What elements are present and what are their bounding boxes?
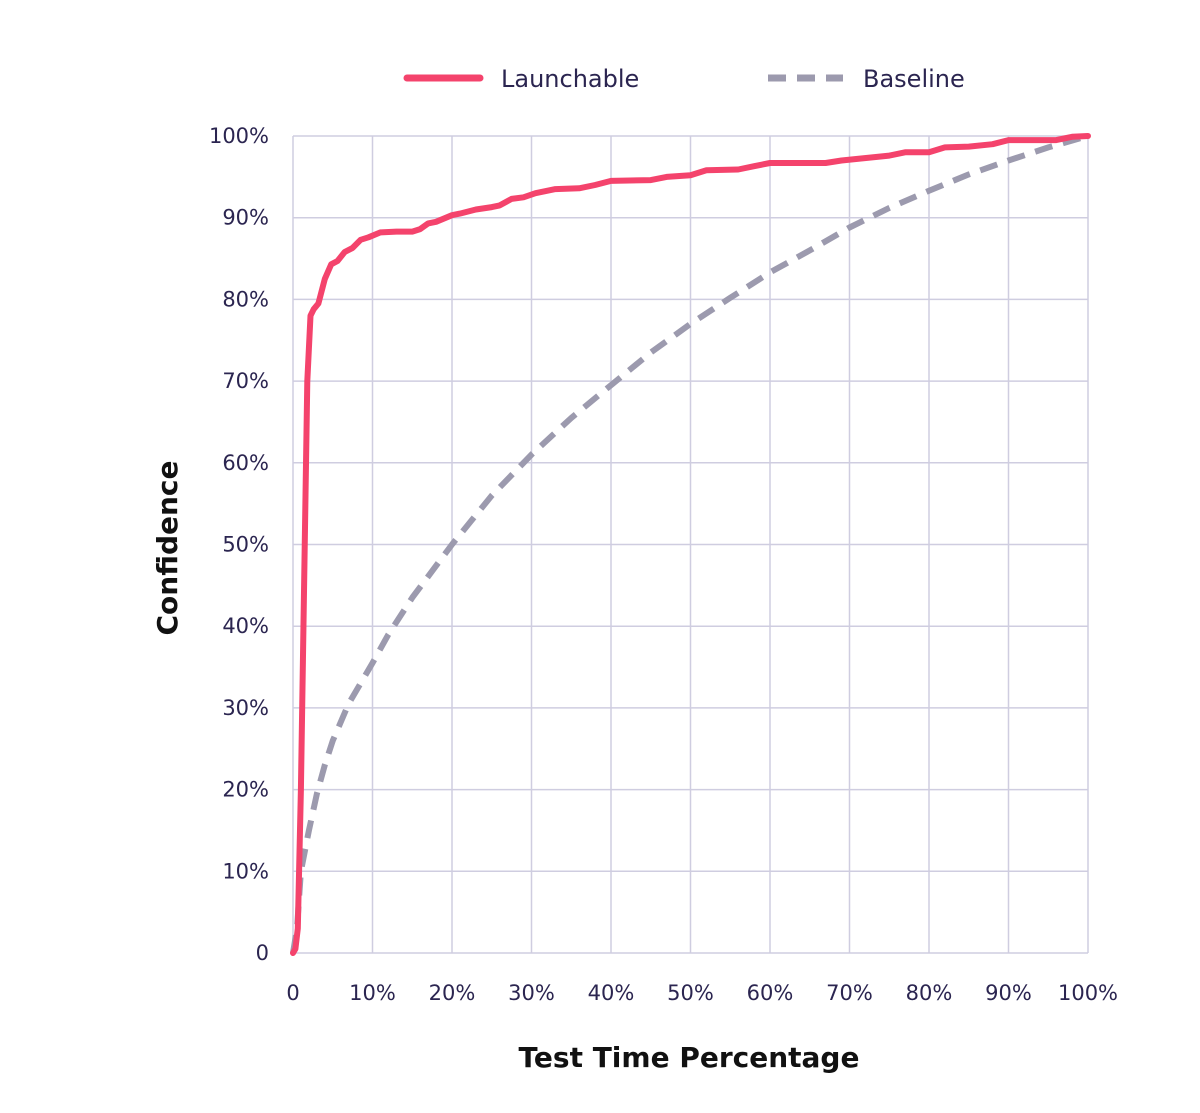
legend-label-baseline: Baseline (863, 65, 965, 93)
y-tick-label: 80% (222, 287, 269, 311)
y-tick-label: 60% (222, 451, 269, 475)
y-tick-label: 70% (222, 369, 269, 393)
y-axis-ticks: 0 10% 20% 30% 40% 50% 60% 70% 80% 90% 100% (209, 124, 269, 965)
x-tick-label: 90% (985, 981, 1032, 1005)
x-tick-label: 20% (429, 981, 476, 1005)
series-line-baseline (290, 133, 1089, 954)
y-tick-label: 90% (222, 206, 269, 230)
x-tick-label: 40% (588, 981, 635, 1005)
x-tick-label: 60% (747, 981, 794, 1005)
x-tick-label: 70% (826, 981, 873, 1005)
x-tick-label: 10% (349, 981, 396, 1005)
x-tick-label: 100% (1058, 981, 1118, 1005)
x-tick-label: 30% (508, 981, 555, 1005)
legend-label-launchable: Launchable (501, 65, 639, 93)
series-line-launchable (290, 133, 1091, 956)
y-tick-label: 30% (222, 696, 269, 720)
y-tick-label: 50% (222, 533, 269, 557)
y-tick-label: 10% (222, 859, 269, 883)
legend: Launchable Baseline (403, 65, 965, 93)
y-tick-label: 0 (256, 941, 269, 965)
x-axis-ticks: 0 10% 20% 30% 40% 50% 60% 70% 80% 90% 100% (286, 981, 1118, 1005)
y-tick-label: 20% (222, 778, 269, 802)
y-tick-label: 40% (222, 614, 269, 638)
y-tick-label: 100% (209, 124, 269, 148)
x-tick-label: 0 (286, 981, 299, 1005)
x-tick-label: 50% (667, 981, 714, 1005)
grid (292, 135, 1089, 954)
series-lines (290, 133, 1091, 956)
x-tick-label: 80% (906, 981, 953, 1005)
x-axis-title: Test Time Percentage (519, 1041, 860, 1074)
y-axis-title: Confidence (151, 460, 184, 635)
